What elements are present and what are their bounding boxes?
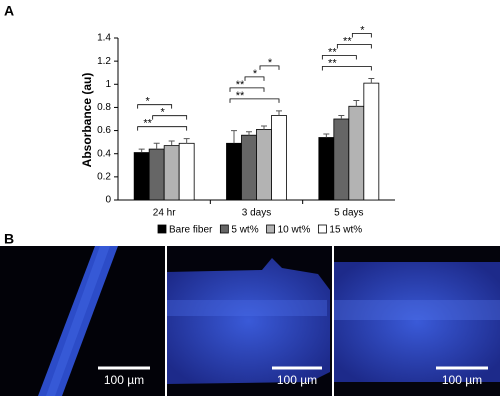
bar (226, 142, 242, 201)
error-bar (168, 140, 175, 146)
scale-bar-label: 100 µm (104, 373, 144, 387)
scale-bar: 100 µm (98, 366, 150, 387)
x-tick-label: 3 days (242, 208, 271, 219)
legend-swatch (219, 224, 229, 234)
y-tick-label: 0.4 (97, 148, 111, 159)
significance-bracket (244, 76, 265, 81)
bar (178, 142, 195, 201)
significance-bracket (229, 87, 265, 92)
bar (163, 145, 180, 201)
error-bar (323, 133, 330, 138)
error-bar (353, 99, 360, 107)
y-tick-label: 0.8 (97, 102, 111, 113)
bar (318, 137, 335, 201)
significance-bracket (321, 55, 357, 60)
significance-label: ** (236, 79, 245, 91)
significance-label: ** (236, 90, 245, 102)
bar (256, 129, 272, 201)
micrograph (0, 246, 165, 396)
error-bar (183, 138, 190, 144)
significance-label: * (146, 96, 151, 108)
significance-label: ** (143, 118, 152, 130)
bar (241, 134, 257, 201)
panel-label: B (4, 231, 14, 247)
y-tick-label: 0 (105, 195, 111, 206)
significance-label: * (360, 24, 365, 36)
y-tick-label: 1.2 (97, 56, 111, 67)
scale-bar: 100 µm (272, 366, 322, 387)
significance-label: ** (343, 35, 352, 47)
error-bar (153, 142, 160, 150)
error-bar (261, 125, 267, 130)
legend-swatch (157, 224, 167, 234)
scale-bar: 100 µm (436, 366, 488, 387)
bar (133, 152, 150, 201)
error-bar (246, 131, 252, 136)
significance-bracket (152, 115, 188, 120)
legend-swatch (266, 224, 275, 234)
y-tick-label: 1 (105, 79, 111, 90)
significance-bracket (351, 33, 372, 38)
legend-label: 15 wt% (329, 225, 362, 236)
error-bar (276, 110, 282, 116)
legend-label: 10 wt% (278, 225, 311, 236)
y-tick-label: 0.2 (97, 171, 111, 182)
scale-bar-label: 100 µm (442, 373, 482, 387)
y-tick-label: 0.6 (97, 125, 111, 136)
x-tick-label: 24 hr (153, 208, 176, 219)
significance-label: * (161, 107, 166, 119)
significance-label: * (253, 68, 258, 80)
significance-label: ** (328, 46, 337, 58)
y-tick-label: 1.4 (97, 33, 111, 44)
significance-bracket (137, 126, 188, 131)
panel-label: A (4, 3, 14, 19)
significance-bracket (229, 98, 280, 103)
y-axis-label: Absorbance (au) (80, 73, 94, 168)
error-bar (231, 130, 237, 144)
bar (348, 105, 365, 201)
scale-bar-label: 100 µm (277, 373, 317, 387)
significance-label: ** (328, 57, 337, 69)
bar (271, 115, 287, 201)
bar (148, 148, 165, 201)
significance-bracket (259, 65, 280, 70)
significance-bracket (336, 44, 372, 49)
micrograph (334, 246, 500, 396)
significance-label: * (268, 57, 273, 69)
x-tick-label: 5 days (334, 208, 363, 219)
legend-label: 5 wt% (231, 225, 258, 236)
bar (333, 118, 350, 201)
significance-bracket (137, 104, 173, 109)
bar (363, 82, 380, 201)
error-bar (368, 78, 375, 84)
legend-swatch (317, 224, 327, 234)
micrograph (167, 246, 332, 396)
legend-label: Bare fiber (169, 225, 213, 236)
significance-bracket (321, 66, 372, 71)
error-bar (338, 115, 345, 119)
error-bar (138, 148, 145, 153)
